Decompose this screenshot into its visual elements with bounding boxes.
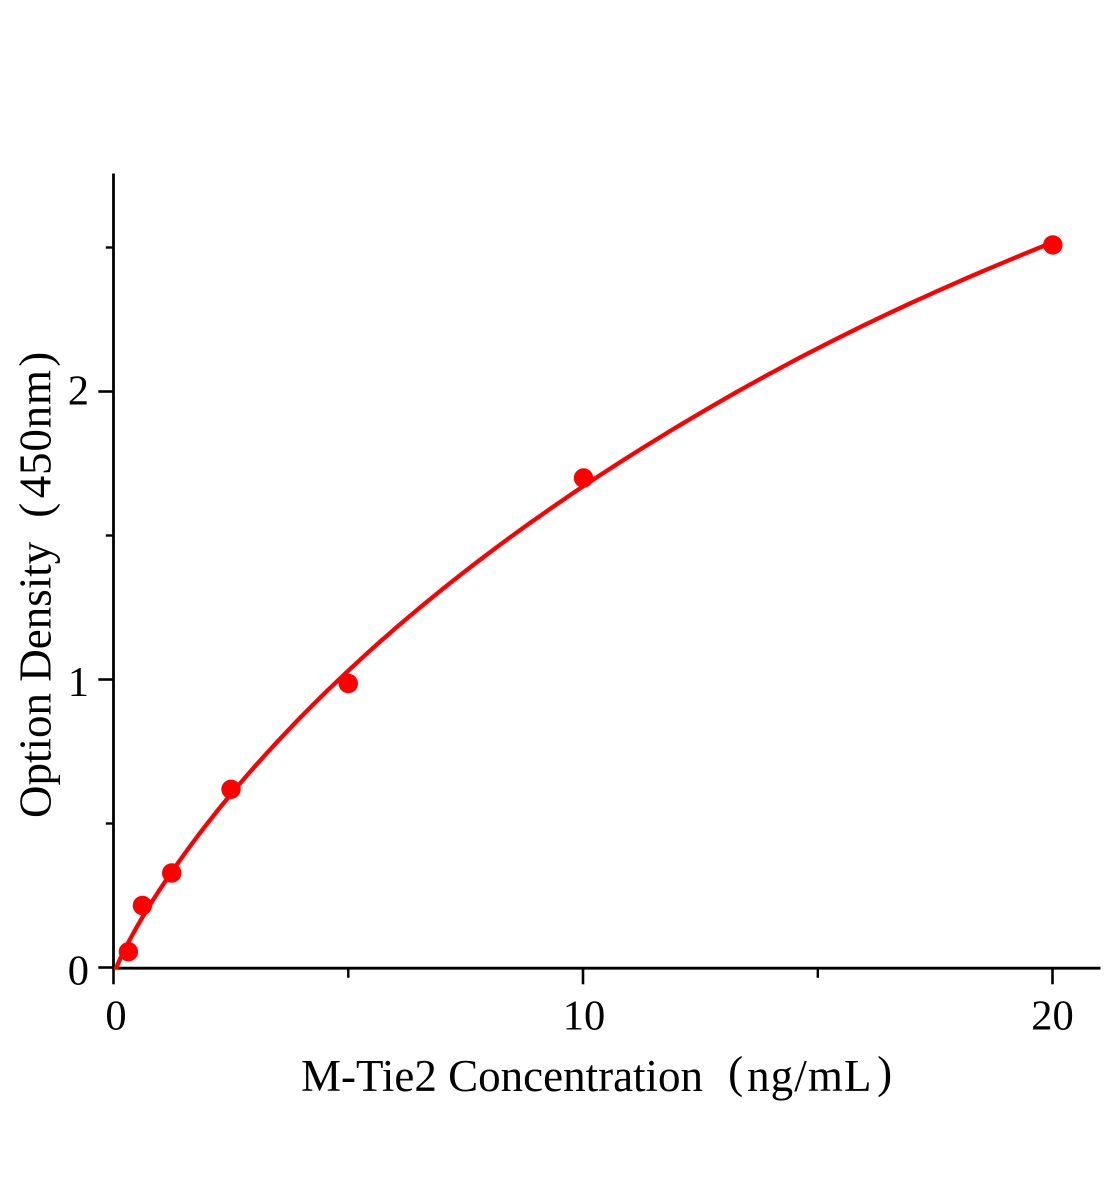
svg-text:1: 1 xyxy=(68,659,89,706)
svg-text:10: 10 xyxy=(563,993,606,1040)
svg-text:0: 0 xyxy=(68,948,89,995)
svg-text:M-Tie2 Concentration(ng/mL): M-Tie2 Concentration (ng/mL) xyxy=(301,1048,892,1102)
svg-text:20: 20 xyxy=(1031,993,1074,1040)
svg-text:2: 2 xyxy=(68,368,89,415)
svg-text:0: 0 xyxy=(105,993,126,1040)
svg-text:Option Density(450nm): Option Density(450nm) xyxy=(11,352,61,818)
